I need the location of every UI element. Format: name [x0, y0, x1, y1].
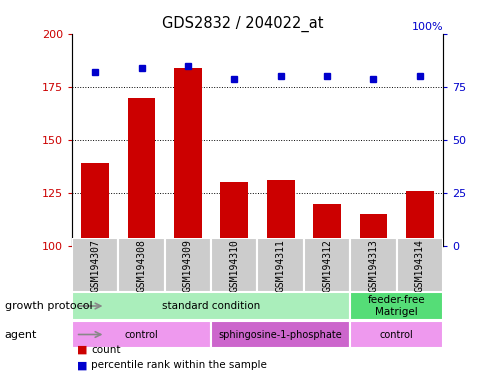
Bar [165, 238, 211, 292]
Text: GSM194307: GSM194307 [90, 240, 100, 293]
Text: percentile rank within the sample: percentile rank within the sample [91, 360, 267, 370]
Bar [211, 321, 349, 348]
Text: GDS2832 / 204022_at: GDS2832 / 204022_at [162, 15, 322, 31]
Text: count: count [91, 345, 121, 355]
Bar [349, 238, 396, 292]
Bar [359, 214, 387, 246]
Text: ■: ■ [76, 360, 87, 370]
Bar [72, 321, 211, 348]
Bar [266, 180, 294, 246]
Bar [405, 191, 433, 246]
Text: growth protocol: growth protocol [5, 301, 92, 311]
Text: feeder-free
Matrigel: feeder-free Matrigel [367, 295, 424, 317]
Text: GSM194313: GSM194313 [368, 240, 378, 293]
Text: standard condition: standard condition [162, 301, 260, 311]
Bar [313, 204, 340, 246]
Text: GSM194309: GSM194309 [182, 240, 193, 293]
Text: ■: ■ [76, 345, 87, 355]
Text: GSM194314: GSM194314 [414, 240, 424, 293]
Bar [118, 238, 165, 292]
Bar [257, 238, 303, 292]
Text: GSM194308: GSM194308 [136, 240, 146, 293]
Bar [349, 321, 442, 348]
Bar [303, 238, 349, 292]
Text: agent: agent [5, 329, 37, 339]
Bar [72, 292, 349, 320]
Bar [349, 292, 442, 320]
Bar [174, 68, 201, 246]
Bar [81, 163, 109, 246]
Bar [211, 238, 257, 292]
Text: GSM194312: GSM194312 [321, 240, 332, 293]
Text: 100%: 100% [410, 22, 442, 32]
Bar [396, 238, 442, 292]
Text: control: control [379, 329, 413, 339]
Bar [220, 182, 248, 246]
Bar [72, 238, 118, 292]
Text: GSM194311: GSM194311 [275, 240, 285, 293]
Bar [127, 98, 155, 246]
Text: GSM194310: GSM194310 [229, 240, 239, 293]
Text: sphingosine-1-phosphate: sphingosine-1-phosphate [218, 329, 342, 339]
Text: control: control [124, 329, 158, 339]
